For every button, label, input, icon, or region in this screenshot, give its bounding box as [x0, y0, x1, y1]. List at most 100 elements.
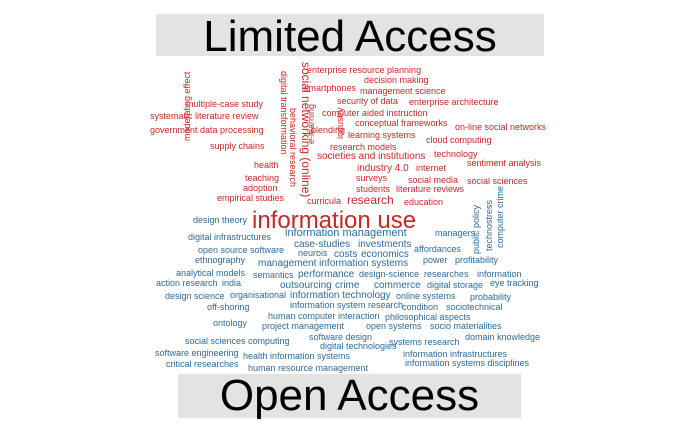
open-term-digital-infrastructures: digital infrastructures	[188, 232, 272, 242]
open-term-public-policy: public policy	[471, 204, 481, 254]
open-term-management-information-systems: management information systems	[258, 258, 408, 269]
open-term-online-systems: online systems	[396, 291, 456, 301]
open-term-computer-crime: computer crime	[495, 186, 505, 248]
limited-term-surveys: surveys	[356, 173, 388, 183]
open-term-project-management: project management	[262, 321, 345, 331]
open-term-organisational: organisational	[230, 290, 286, 300]
open-term-performance: performance	[298, 269, 355, 280]
open-term-sociotechnical: sociotechnical	[446, 302, 503, 312]
open-term-action-research: action research	[156, 278, 218, 288]
open-term-off-shoring: off-shoring	[207, 302, 249, 312]
open-term-human-computer-interaction: human computer interaction	[268, 311, 380, 321]
limited-access-title: Limited Access	[156, 14, 544, 60]
limited-term-enterprise-architecture: enterprise architecture	[409, 97, 499, 107]
open-term-digital-storage: digital storage	[427, 280, 483, 290]
limited-term-teaching: teaching	[245, 173, 279, 183]
open-term-software-engineering: software engineering	[155, 348, 239, 358]
limited-term-moderating-effect: moderating effect	[182, 71, 192, 141]
open-term-design-theory: design theory	[193, 215, 248, 225]
limited-term-government-data-processing: government data processing	[150, 125, 264, 135]
open-term-affordances: affordances	[414, 244, 461, 254]
open-term-human-resource-management: human resource management	[248, 363, 369, 373]
open-term-outsourcing: outsourcing	[280, 280, 332, 291]
limited-term-sentiment-analysis: sentiment analysis	[467, 158, 542, 168]
open-term-probability: probability	[470, 292, 512, 302]
open-term-commerce: commerce	[374, 280, 421, 291]
limited-term-curricula: curricula	[307, 196, 341, 206]
open-term-digital-technologies: digital technologies	[320, 341, 397, 351]
open-term-design-science: design science	[165, 291, 225, 301]
open-term-socio-materialities: socio materialities	[430, 321, 502, 331]
limited-term-literature-reviews: literature reviews	[396, 184, 465, 194]
open-term-eye-tracking: eye tracking	[490, 278, 539, 288]
limited-term-e-learning: e-learning	[306, 104, 316, 144]
open-term-condition: condition	[402, 302, 438, 312]
limited-term-empirical-studies: empirical studies	[217, 193, 285, 203]
open-term-ethnography: ethnography	[195, 255, 246, 265]
open-term-crime: crime	[335, 280, 360, 291]
open-term-analytical-models: analytical models	[176, 268, 246, 278]
open-access-title: Open Access	[178, 374, 521, 418]
limited-term-societies-and-institutions: societies and institutions	[317, 151, 425, 162]
open-term-information-infrastructures: information infrastructures	[403, 349, 508, 359]
limited-term-conceptual-frameworks: conceptual frameworks	[355, 118, 448, 128]
limited-term-enterprise-resource-planning: enterprise resource planning	[307, 65, 421, 75]
open-term-profitability: profitability	[455, 255, 499, 265]
open-term-costs: costs	[334, 249, 357, 260]
open-term-open-systems: open systems	[366, 321, 422, 331]
limited-term-multiple-case-study: multiple-case study	[186, 99, 264, 109]
open-term-case-studies: case-studies	[294, 239, 350, 250]
open-term-neurois: neurois	[298, 248, 328, 258]
limited-term-decision-making: decision making	[364, 75, 429, 85]
limited-term-social-media: social media	[408, 175, 458, 185]
open-term-technostress: technostress	[484, 199, 494, 251]
limited-term-smartphones: smartphones	[304, 83, 357, 93]
open-term-semantics: semantics	[253, 270, 294, 280]
limited-term-adoption: adoption	[243, 183, 278, 193]
limited-term-education: education	[404, 197, 443, 207]
limited-term-learning-systems: learning systems	[348, 130, 416, 140]
limited-term-behavioral-research: behavioral research	[288, 108, 298, 187]
limited-term-on-line-social-networks: on-line social networks	[455, 122, 547, 132]
open-term-information: information	[477, 269, 522, 279]
limited-term-internet: internet	[416, 163, 447, 173]
open-term-design-science: design-science	[359, 269, 419, 279]
open-term-india: india	[222, 278, 241, 288]
limited-term-research-models: research models	[330, 142, 397, 152]
limited-term-social-networking-online: social networking (online)	[299, 62, 313, 197]
open-term-power: power	[423, 255, 448, 265]
open-term-ontology: ontology	[213, 318, 248, 328]
limited-term-blending: blending	[311, 125, 345, 135]
limited-term-management-science: management science	[360, 86, 446, 96]
open-term-investments: investments	[358, 239, 411, 250]
open-term-software-design: software design	[309, 332, 372, 342]
limited-term-cloud-computing: cloud computing	[426, 135, 492, 145]
limited-term-digital-transformation: digital transformation	[279, 71, 289, 155]
open-term-information-system-research: information system research	[290, 300, 403, 310]
open-term-domain-knowledge: domain knowledge	[465, 332, 540, 342]
limited-term-students: students	[356, 184, 391, 194]
open-term-information-systems-disciplines: information systems disciplines	[405, 358, 530, 368]
limited-term-computer-aided-instruction: computer aided instruction	[322, 108, 428, 118]
open-term-social-sciences-computing: social sciences computing	[185, 336, 290, 346]
open-term-researches: researches	[424, 269, 469, 279]
limited-term-research: research	[347, 193, 394, 207]
open-term-managers: managers	[435, 228, 476, 238]
limited-term-supply-chains: supply chains	[210, 141, 265, 151]
limited-term-security-of-data: security of data	[337, 96, 398, 106]
limited-term-industry-4-0: industry 4.0	[357, 163, 409, 174]
open-term-information-technology: information technology	[290, 290, 391, 301]
limited-term-health: health	[254, 160, 279, 170]
open-term-health-information-systems: health information systems	[243, 351, 351, 361]
open-term-critical-researches: critical researches	[166, 359, 239, 369]
limited-term-industry: industry	[335, 107, 345, 139]
limited-term-information-use: information use	[252, 207, 416, 234]
open-term-systems-research: systems research	[389, 337, 460, 347]
open-term-open-source-software: open source software	[198, 245, 284, 255]
limited-term-technology: technology	[434, 149, 478, 159]
limited-term-social-sciences: social sciences	[467, 176, 528, 186]
open-term-philosophical-aspects: philosophical aspects	[385, 312, 471, 322]
open-term-economics: economics	[361, 249, 409, 260]
limited-term-systematic-literature-review: systematic literature review	[150, 111, 259, 121]
